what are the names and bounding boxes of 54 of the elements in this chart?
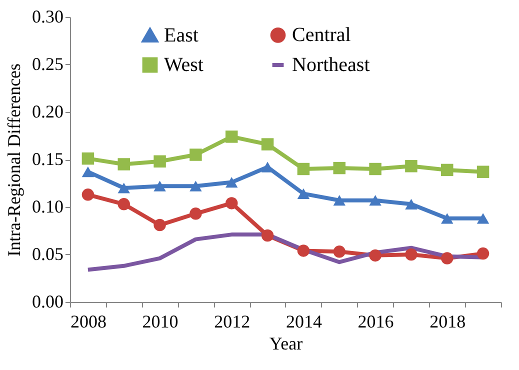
- x-tick-label: 2018: [430, 312, 466, 332]
- point: [476, 166, 490, 178]
- point: [297, 244, 310, 257]
- point: [369, 195, 382, 206]
- legend-label: West: [164, 54, 204, 76]
- point: [118, 158, 130, 170]
- point: [297, 188, 310, 200]
- point: [190, 208, 202, 220]
- point: [154, 180, 166, 192]
- point: [154, 155, 166, 168]
- y-tick-label: 0.10: [32, 196, 64, 216]
- x-tick-label: 2010: [142, 312, 178, 332]
- y-tick-label: 0.05: [32, 244, 64, 264]
- y-tick-label: 0.25: [32, 54, 64, 74]
- legend-label: Central: [292, 24, 352, 46]
- point: [82, 188, 94, 201]
- x-tick-label: 2014: [286, 312, 322, 332]
- point: [226, 130, 238, 143]
- point: [333, 162, 346, 174]
- point: [333, 246, 346, 258]
- point: [226, 197, 238, 210]
- point: [333, 195, 346, 206]
- y-tick-label: 0.00: [32, 292, 64, 312]
- y-tick-label: 0.30: [32, 6, 64, 26]
- point: [369, 162, 382, 176]
- x-axis-title: Year: [269, 334, 303, 354]
- point: [261, 138, 274, 150]
- legend-label: East: [164, 24, 199, 47]
- point: [405, 198, 418, 210]
- point: [190, 180, 202, 192]
- point: [226, 176, 238, 188]
- point: [118, 198, 130, 210]
- x-tick-label: 2016: [358, 312, 394, 332]
- point: [476, 213, 490, 224]
- point: [190, 148, 202, 161]
- point: [118, 182, 130, 194]
- x-tick-label: 2008: [70, 312, 106, 332]
- y-tick-label: 0.15: [32, 149, 64, 169]
- point: [154, 218, 166, 232]
- point: [441, 252, 454, 264]
- point: [82, 152, 94, 165]
- legend-label: Northeast: [292, 54, 370, 76]
- point: [261, 229, 274, 242]
- point: [476, 247, 490, 260]
- point: [441, 164, 454, 176]
- point: [405, 160, 418, 172]
- point: [441, 213, 454, 224]
- x-tick-label: 2012: [214, 312, 250, 332]
- point: [82, 166, 94, 178]
- point: [297, 162, 310, 176]
- y-tick-label: 0.20: [32, 102, 64, 122]
- point: [405, 248, 418, 261]
- y-axis-title: Intra-Regional Differences: [4, 63, 24, 257]
- point: [369, 249, 382, 262]
